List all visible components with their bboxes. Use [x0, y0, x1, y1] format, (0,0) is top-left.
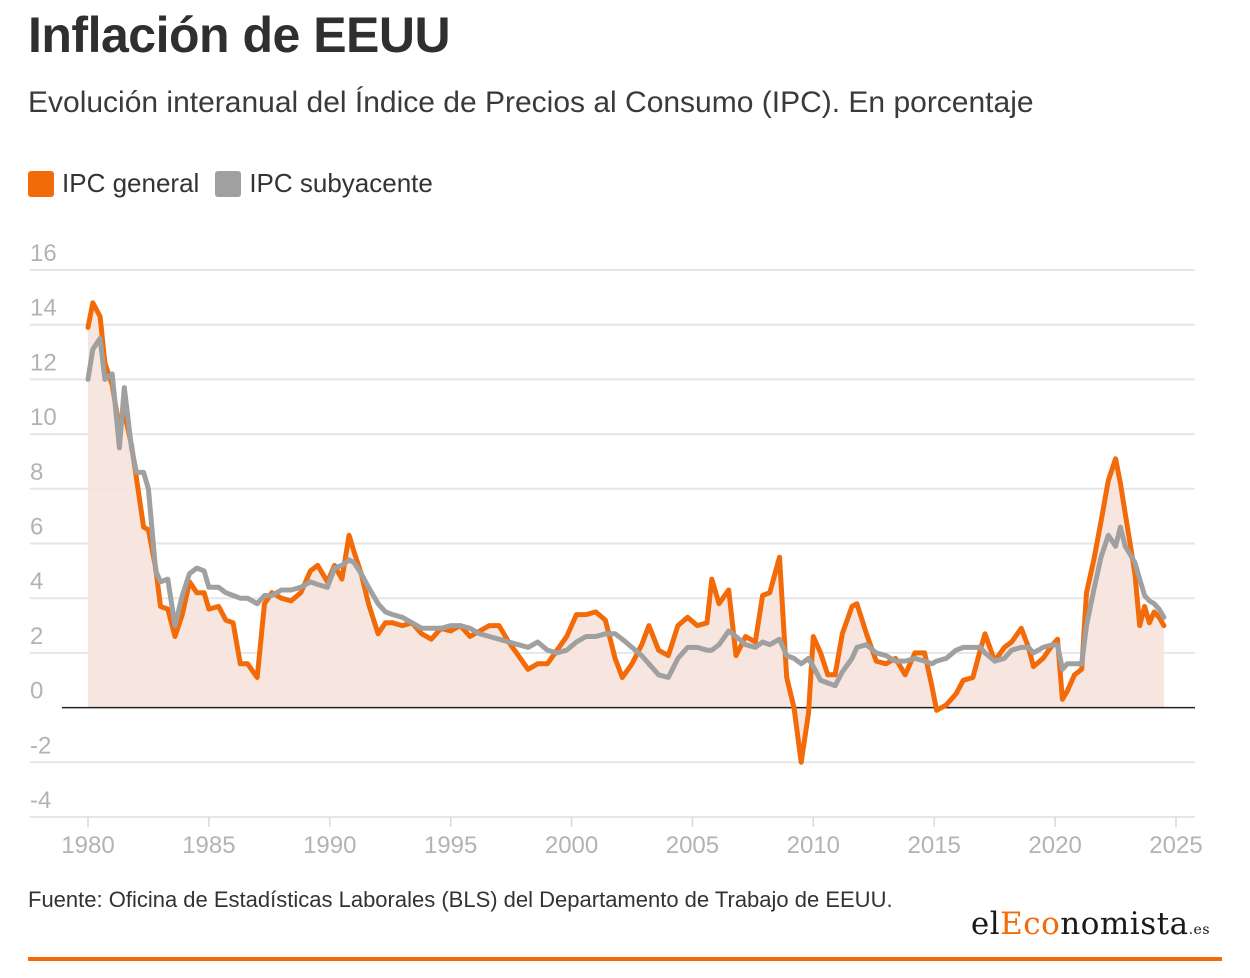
y-tick-label: 0: [30, 678, 43, 705]
chart-title: Inflación de EEUU: [28, 7, 451, 63]
area-ipc-general: [88, 302, 1164, 763]
x-tick-label: 1990: [303, 832, 356, 859]
legend-item-core: IPC subyacente: [215, 168, 433, 199]
x-tick-label: 1985: [182, 832, 235, 859]
x-tick-label: 1995: [424, 832, 477, 859]
line-ipc-subyacente: [85, 335, 1167, 689]
x-tick-label: 2000: [545, 832, 598, 859]
bottom-rule: [28, 957, 1222, 961]
y-tick-label: 2: [30, 623, 43, 650]
legend-swatch-general: [28, 170, 54, 197]
y-tick-label: 16: [30, 240, 57, 267]
y-tick-label: 12: [30, 349, 57, 376]
logo-part-2: Eco: [1000, 906, 1061, 942]
chart-subtitle: Evolución interanual del Índice de Preci…: [28, 86, 1034, 119]
legend: IPC general IPC subyacente: [28, 168, 433, 199]
x-tick-label: 2020: [1028, 832, 1081, 859]
y-tick-label: 8: [30, 459, 43, 486]
y-tick-label: -2: [30, 732, 51, 759]
y-tick-label: -4: [30, 787, 51, 814]
x-tick-label: 2005: [666, 832, 719, 859]
logo-tld: .es: [1188, 922, 1210, 938]
y-tick-label: 14: [30, 295, 57, 322]
y-tick-label: 6: [30, 514, 43, 541]
logo-part-3: nomista: [1060, 906, 1189, 942]
legend-item-general: IPC general: [28, 168, 199, 199]
legend-label-core: IPC subyacente: [249, 168, 433, 198]
x-tick-label: 2025: [1149, 832, 1202, 859]
brand-logo: elEconomista.es: [971, 906, 1210, 942]
legend-swatch-core: [215, 170, 242, 197]
x-tick-label: 2010: [787, 832, 840, 859]
x-tick-label: 2015: [908, 832, 961, 859]
line-chart: -4 -2 0 2 4 6 8 10 12 14 16 1980 1985 1990 1995 2000 200…: [30, 240, 1203, 859]
legend-label-general: IPC general: [62, 168, 200, 198]
y-tick-label: 10: [30, 404, 57, 431]
y-tick-label: 4: [30, 568, 43, 595]
source-note: Fuente: Oficina de Estadísticas Laborale…: [28, 887, 893, 912]
logo-part-1: el: [970, 906, 1001, 942]
x-tick-label: 1980: [61, 832, 114, 859]
